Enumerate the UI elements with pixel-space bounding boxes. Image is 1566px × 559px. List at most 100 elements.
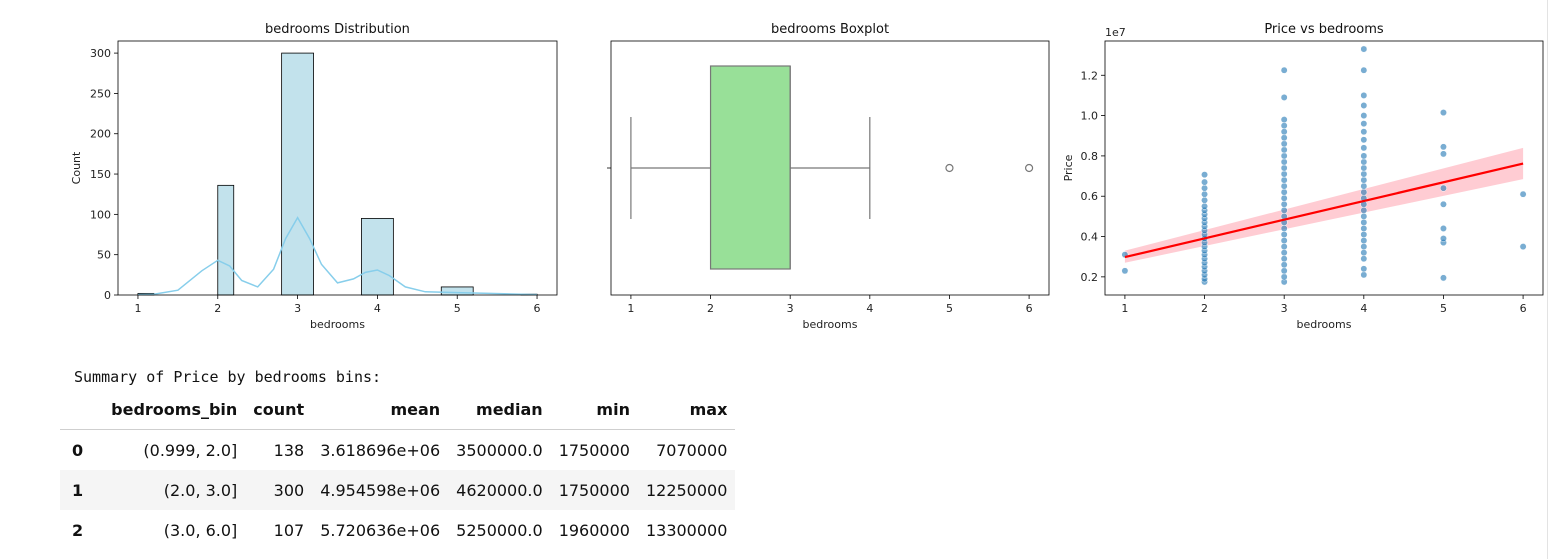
scatter-point <box>1280 200 1288 208</box>
scatter-point <box>1440 235 1447 243</box>
chart-title: Price vs bedrooms <box>1264 22 1384 37</box>
scatter-point <box>1280 134 1288 142</box>
table-cell: 3.618696e+06 <box>320 440 441 460</box>
x-axis-label: bedrooms <box>803 318 858 331</box>
scatter-point <box>1440 109 1447 117</box>
scatter-point <box>1280 261 1288 269</box>
x-axis-label: bedrooms <box>310 318 365 331</box>
table-row: 1 (2.0, 3.0] 300 4.954598e+06 4620000.0 … <box>60 470 736 510</box>
scatter-point <box>1280 188 1288 196</box>
y-tick-label: 300 <box>90 47 111 60</box>
scatter-point <box>1280 206 1288 214</box>
x-tick-label: 4 <box>1360 302 1367 315</box>
row-index: 0 <box>72 440 84 460</box>
table-cell: 1960000 <box>558 520 630 540</box>
scatter-point <box>1519 190 1527 198</box>
x-axis-label: bedrooms <box>1297 318 1352 331</box>
table-cell: 12250000 <box>637 470 736 510</box>
scatter-point <box>1280 225 1288 232</box>
scatter-point <box>1280 231 1288 238</box>
plot-frame <box>117 40 558 296</box>
y-tick-label: 1.0 <box>1081 110 1099 123</box>
x-tick-label: 4 <box>866 302 873 315</box>
scatter-point <box>1280 182 1288 190</box>
scatter-point <box>1360 120 1368 128</box>
table-cell: 4.954598e+06 <box>312 470 449 510</box>
axis-offset-label: 1e7 <box>1105 26 1126 39</box>
scatter-point <box>1440 200 1447 208</box>
x-tick-label: 3 <box>1281 302 1288 315</box>
chart-title: bedrooms Boxplot <box>771 22 889 37</box>
scatter-point <box>1280 170 1288 178</box>
histogram-bar <box>361 217 394 296</box>
scatter-point <box>1360 243 1368 251</box>
scatter-point <box>1360 271 1368 279</box>
kde-curve <box>137 216 538 296</box>
x-tick-label: 2 <box>214 302 221 315</box>
x-tick-label: 3 <box>294 302 301 315</box>
scatter-point <box>1360 91 1368 99</box>
scatter-point <box>1201 196 1208 204</box>
column-header: bedrooms_bin <box>103 390 246 430</box>
x-tick-label: 1 <box>1121 302 1128 315</box>
histogram-bar <box>281 52 314 296</box>
scatter-point <box>1280 146 1288 154</box>
scatter-point <box>1280 164 1288 172</box>
scatter-point <box>1360 176 1368 184</box>
table-cell: 138 <box>273 440 305 460</box>
row-index: 1 <box>60 470 104 510</box>
scatter-point <box>1201 178 1208 186</box>
y-tick-label: 200 <box>90 128 111 141</box>
scatter-point <box>1440 150 1447 158</box>
table-cell: 3500000.0 <box>456 440 543 460</box>
summary-title: Summary of Price by bedrooms bins: <box>74 368 382 386</box>
y-axis-label: Price <box>1062 154 1075 181</box>
scatter-point <box>1201 184 1208 192</box>
scatter-point <box>1280 128 1288 136</box>
x-tick-label: 2 <box>707 302 714 315</box>
scrollbar-divider <box>1547 0 1548 559</box>
scatter-point <box>1121 267 1129 275</box>
x-tick-label: 4 <box>374 302 381 315</box>
scatter-point <box>1280 194 1288 202</box>
index-header <box>60 390 104 430</box>
chart-title: bedrooms Distribution <box>265 22 410 37</box>
x-tick-label: 1 <box>134 302 141 315</box>
table-cell: 5.720636e+06 <box>320 520 441 540</box>
scatter-point <box>1440 225 1447 232</box>
scatter-point <box>1440 143 1447 151</box>
scatter-point <box>1201 171 1208 179</box>
x-tick-label: 5 <box>1440 302 1447 315</box>
row-index: 2 <box>72 520 84 540</box>
x-tick-label: 3 <box>787 302 794 315</box>
scatter-point <box>1280 122 1288 130</box>
scatter-point <box>1360 212 1368 220</box>
scatter-point <box>1280 267 1288 275</box>
scatter-point <box>1280 152 1288 160</box>
table-cell: (0.999, 2.0] <box>143 440 238 460</box>
scatter-point <box>1360 255 1368 263</box>
scatter-point <box>1280 158 1288 166</box>
scatter-point <box>1360 225 1368 232</box>
plot-frame <box>1104 40 1544 296</box>
scatter-point <box>1440 274 1447 282</box>
scatter-point <box>1360 128 1368 136</box>
x-tick-label: 6 <box>1520 302 1527 315</box>
y-tick-label: 100 <box>90 208 111 221</box>
scatter-point <box>1360 231 1368 238</box>
table-cell: 4620000.0 <box>448 470 551 510</box>
charts-figure: 1 2 3 4 5 6 0 50 100 150 200 250 300 bedrooms Distrib… <box>70 22 1544 331</box>
x-tick-label: 1 <box>627 302 634 315</box>
x-tick-label: 2 <box>1201 302 1208 315</box>
x-tick-label: 6 <box>534 302 541 315</box>
y-tick-label: 0.6 <box>1081 190 1099 203</box>
scatter-point <box>1440 184 1447 192</box>
y-tick-label: 0.8 <box>1081 150 1099 163</box>
scatter-point <box>1360 158 1368 166</box>
scatter-point <box>1360 136 1368 144</box>
scatter-point <box>1360 218 1368 226</box>
table-cell: 107 <box>273 520 305 540</box>
table-cell: 300 <box>245 470 313 510</box>
x-tick-label: 5 <box>454 302 461 315</box>
column-header: mean <box>312 390 449 430</box>
